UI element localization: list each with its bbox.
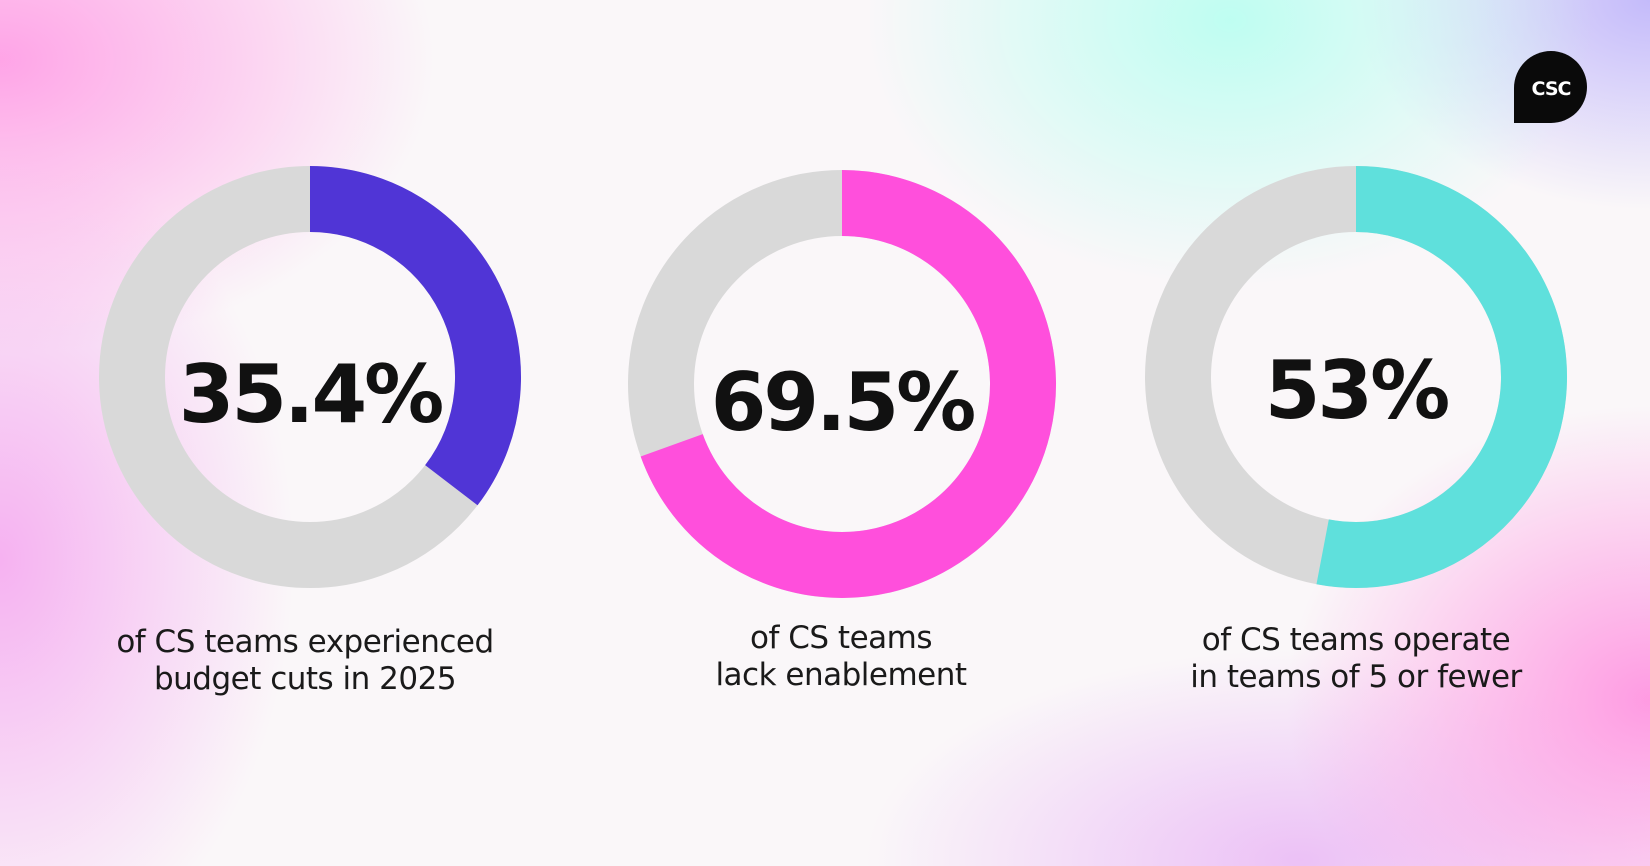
- caption-line: of CS teams: [750, 620, 932, 656]
- donut-value-arc: [1316, 166, 1567, 588]
- caption-line: of CS teams experienced: [116, 624, 494, 660]
- caption-team-size: of CS teams operate in teams of 5 or few…: [1096, 622, 1616, 696]
- donut-percent-label: 53%: [1265, 344, 1448, 437]
- donut-enablement: 69.5%: [628, 170, 1056, 598]
- donut-percent-label: 35.4%: [179, 348, 442, 441]
- caption-line: lack enablement: [715, 657, 967, 693]
- donut-team-size: 53%: [1145, 166, 1567, 588]
- caption-line: in teams of 5 or fewer: [1190, 659, 1522, 695]
- donut-value-arc: [640, 170, 1056, 598]
- donut-percent-label: 69.5%: [711, 356, 974, 449]
- donut-budget-cuts: 35.4%: [99, 166, 521, 588]
- donut-value-arc: [309, 166, 521, 506]
- caption-budget-cuts: of CS teams experienced budget cuts in 2…: [45, 624, 565, 698]
- caption-enablement: of CS teams lack enablement: [581, 620, 1101, 694]
- csc-logo: CSC: [1514, 51, 1588, 123]
- logo-text: CSC: [1532, 78, 1571, 100]
- caption-line: of CS teams operate: [1201, 622, 1511, 658]
- caption-line: budget cuts in 2025: [153, 661, 457, 697]
- csc-logo-icon: CSC: [1514, 51, 1587, 123]
